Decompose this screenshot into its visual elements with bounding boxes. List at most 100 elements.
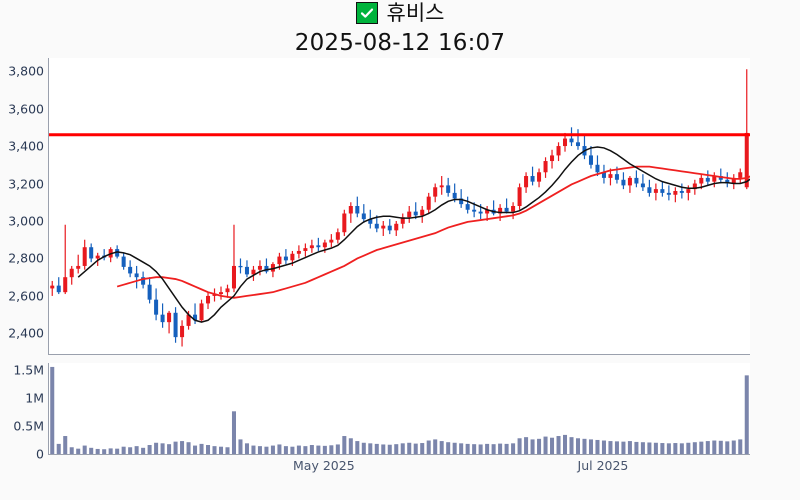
volume-bar <box>550 437 555 454</box>
candle-body <box>329 239 334 243</box>
candle-body <box>322 242 327 248</box>
candle-body <box>309 245 314 249</box>
candle-body <box>355 206 360 214</box>
candle-body <box>134 273 139 278</box>
candle-body <box>225 288 230 293</box>
volume-bar <box>180 441 185 454</box>
candle-body <box>478 211 483 214</box>
candle-body <box>270 264 275 272</box>
price-y-tick: 2,800 <box>8 250 44 266</box>
volume-bar <box>290 446 295 454</box>
ma-long-line <box>116 165 750 299</box>
candle-body <box>283 256 288 261</box>
price-y-tick: 3,200 <box>8 176 44 192</box>
volume-bar <box>517 438 522 454</box>
candle-body <box>634 177 639 184</box>
candle-body <box>193 314 198 321</box>
candle-body <box>342 213 347 233</box>
volume-bar <box>167 444 172 454</box>
volume-bar <box>212 446 217 454</box>
candle-body <box>82 247 87 266</box>
candle-body <box>381 225 386 229</box>
candle-body <box>95 255 100 259</box>
volume-plot[interactable] <box>49 363 750 454</box>
volume-bar <box>394 444 399 454</box>
candle-body <box>511 206 516 212</box>
candle-body <box>459 198 464 205</box>
candle-body <box>575 142 581 147</box>
volume-bar <box>316 445 321 454</box>
volume-bar <box>374 443 379 454</box>
candle-body <box>524 176 529 188</box>
candle-body <box>348 206 353 214</box>
volume-bar <box>524 437 529 454</box>
volume-bar <box>342 436 347 454</box>
candle-body <box>640 183 645 188</box>
candle-body <box>439 185 444 188</box>
volume-bar <box>361 442 366 454</box>
volume-bar <box>686 442 691 454</box>
candle-body <box>206 295 211 304</box>
volume-bar <box>692 442 697 454</box>
volume-bar <box>582 438 587 454</box>
volume-bar <box>270 445 275 454</box>
candle-body <box>627 177 632 186</box>
volume-bar <box>472 444 477 454</box>
volume-panel[interactable] <box>48 363 750 455</box>
volume-bar <box>679 443 684 454</box>
x-axis-tick: Jul 2025 <box>577 458 629 473</box>
candle-body <box>199 303 204 321</box>
volume-bar <box>660 443 665 454</box>
candle-body <box>238 265 243 268</box>
x-axis-tick: May 2025 <box>293 458 355 473</box>
candle-body <box>543 161 548 173</box>
volume-bar <box>725 441 730 454</box>
candle-body <box>69 268 74 278</box>
volume-bar <box>141 447 146 454</box>
candle-body <box>465 204 470 210</box>
volume-bar <box>712 440 717 454</box>
candle-body <box>653 189 658 193</box>
volume-bar <box>699 441 704 454</box>
price-y-tick: 2,400 <box>8 325 44 341</box>
volume-bar <box>115 448 120 454</box>
volume-y-tick: 0.5M <box>13 418 44 434</box>
candle-body <box>686 189 691 193</box>
volume-bar <box>426 440 431 454</box>
candle-body <box>621 179 626 186</box>
volume-bar <box>303 446 308 454</box>
candle-body <box>504 207 509 212</box>
volume-bar <box>257 446 262 454</box>
price-panel[interactable] <box>48 58 750 355</box>
volume-bar <box>277 444 282 454</box>
candle-body <box>569 138 574 143</box>
volume-bar <box>95 448 100 454</box>
volume-bar <box>400 443 405 454</box>
volume-bar <box>102 449 107 454</box>
volume-bar <box>348 438 353 454</box>
price-plot[interactable] <box>49 58 750 354</box>
chart-header: 휴비스 2025-08-12 16:07 <box>0 0 800 62</box>
candle-body <box>413 211 418 216</box>
candle-body <box>180 325 185 338</box>
candle-body <box>76 265 81 269</box>
volume-bar <box>446 442 451 454</box>
candle-body <box>517 187 522 206</box>
candle-body <box>433 187 438 197</box>
candle-body <box>446 185 451 193</box>
volume-bar <box>147 445 152 454</box>
candle-body <box>400 217 405 224</box>
candle-body <box>160 314 165 323</box>
volume-y-axis: 1.5M 1M 0.5M 0 <box>0 362 44 461</box>
candle-body <box>660 189 665 193</box>
volume-bar <box>634 441 639 454</box>
plot-right-margin <box>750 58 800 455</box>
volume-bar <box>511 443 516 454</box>
volume-bar <box>76 448 81 454</box>
volume-bar <box>556 436 561 454</box>
volume-bar <box>530 439 535 454</box>
candle-body <box>186 314 191 326</box>
volume-bar <box>381 444 386 454</box>
volume-bar <box>225 447 230 454</box>
volume-bar <box>264 446 269 454</box>
